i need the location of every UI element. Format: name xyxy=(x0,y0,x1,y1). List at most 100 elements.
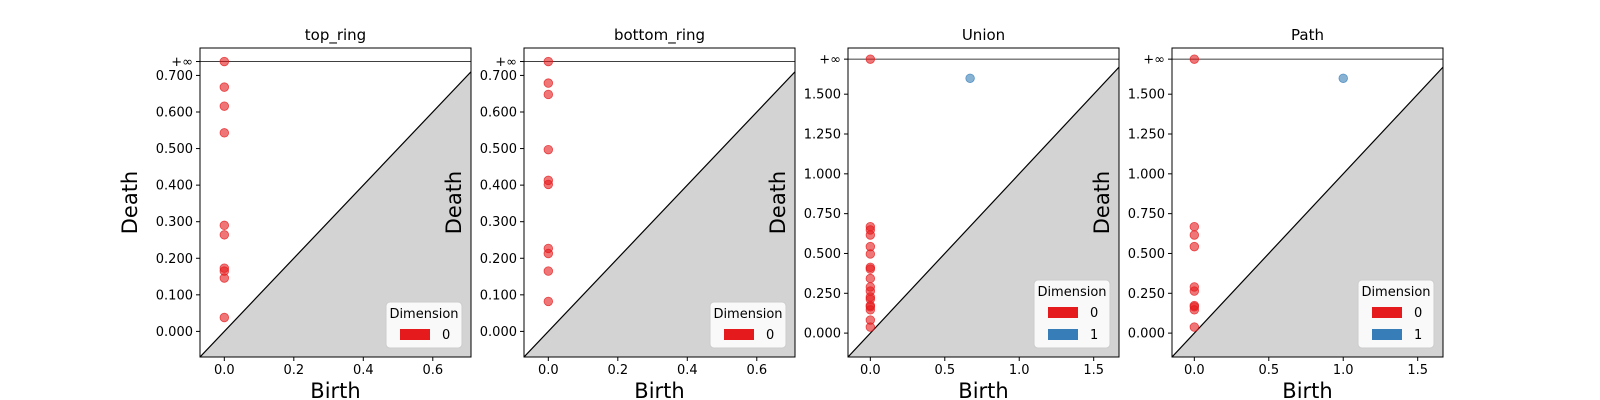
diagonal-line xyxy=(200,71,471,357)
x-tick-label: 1.0 xyxy=(1009,363,1030,378)
y-tick-label: 0.700 xyxy=(156,69,193,84)
x-tick-label: 0.2 xyxy=(283,363,304,378)
diagonal-line xyxy=(848,66,1119,357)
diagonal-line xyxy=(524,71,795,357)
x-axis-label: Birth xyxy=(1282,379,1332,400)
y-tick-label: 0.300 xyxy=(156,215,193,230)
legend-title: Dimension xyxy=(1361,285,1430,300)
inf-tick-label: +∞ xyxy=(171,55,193,70)
y-tick-label: 0.750 xyxy=(804,207,841,222)
y-tick-label: 0.300 xyxy=(480,215,517,230)
data-point xyxy=(1189,286,1200,296)
y-tick-label: 0.100 xyxy=(156,288,193,303)
y-tick-label: 0.000 xyxy=(1128,327,1165,342)
data-point xyxy=(219,312,230,323)
data-point xyxy=(543,266,554,276)
legend-swatch xyxy=(400,329,430,340)
y-tick-label: 1.000 xyxy=(804,167,841,182)
x-tick-label: 0.2 xyxy=(607,363,628,378)
inf-tick-label: +∞ xyxy=(1143,53,1165,68)
data-point xyxy=(543,296,554,307)
legend-title: Dimension xyxy=(713,307,782,322)
y-axis-label: Death xyxy=(442,171,466,235)
y-axis-label: Death xyxy=(766,171,790,235)
legend: Dimension 0 1 xyxy=(1357,279,1435,349)
data-point xyxy=(865,322,876,332)
legend-swatch xyxy=(724,329,754,340)
x-axis-label: Birth xyxy=(310,379,360,400)
data-point xyxy=(543,248,554,259)
y-tick-label: 0.100 xyxy=(480,288,517,303)
y-tick-label: 0.500 xyxy=(156,142,193,157)
y-tick-label: 0.200 xyxy=(480,252,517,267)
data-point xyxy=(865,264,876,274)
legend: Dimension 0 xyxy=(709,301,787,349)
y-tick-label: 1.250 xyxy=(1128,128,1165,143)
x-tick-label: 0.0 xyxy=(1184,363,1205,378)
y-tick-label: 0.400 xyxy=(156,179,193,194)
data-point xyxy=(543,78,554,88)
y-tick-label: 0.750 xyxy=(1128,207,1165,222)
data-point xyxy=(865,230,876,240)
y-tick-label: 0.600 xyxy=(156,105,193,120)
legend-label: 1 xyxy=(1414,328,1422,343)
y-tick-label: 1.500 xyxy=(1128,88,1165,103)
y-tick-label: 0.000 xyxy=(480,325,517,340)
chart-panel-Path: 0.0 0.5 1.0 1.5 0.000 0.250 0.500 0.750 1.000 1.2… xyxy=(1090,26,1444,400)
legend-label: 1 xyxy=(1090,328,1098,343)
data-point xyxy=(543,179,554,190)
data-point xyxy=(1189,222,1200,232)
inf-tick-label: +∞ xyxy=(495,55,517,70)
x-tick-label: 0.0 xyxy=(538,363,559,378)
y-tick-label: 0.200 xyxy=(156,252,193,267)
data-point xyxy=(219,273,230,283)
legend-swatch xyxy=(1372,307,1402,318)
legend-title: Dimension xyxy=(1037,285,1106,300)
data-point xyxy=(865,273,876,284)
chart-title: Path xyxy=(1291,26,1324,44)
data-point xyxy=(543,89,554,100)
data-point xyxy=(219,220,230,231)
data-point xyxy=(1189,241,1200,252)
y-tick-label: 0.600 xyxy=(480,105,517,120)
chart-title: bottom_ring xyxy=(614,26,705,45)
legend: Dimension 0 xyxy=(385,301,463,349)
x-tick-label: 1.0 xyxy=(1333,363,1354,378)
x-tick-label: 1.5 xyxy=(1083,363,1104,378)
legend-title: Dimension xyxy=(389,307,458,322)
legend: Dimension 0 1 xyxy=(1033,279,1111,349)
x-tick-label: 1.5 xyxy=(1407,363,1428,378)
x-tick-label: 0.0 xyxy=(860,363,881,378)
y-tick-label: 0.500 xyxy=(804,247,841,262)
x-tick-label: 0.5 xyxy=(934,363,955,378)
inf-tick-label: +∞ xyxy=(819,53,841,68)
x-tick-label: 0.5 xyxy=(1258,363,1279,378)
y-tick-label: 0.000 xyxy=(156,325,193,340)
data-point xyxy=(219,230,230,240)
y-tick-label: 0.000 xyxy=(804,327,841,342)
data-point xyxy=(543,144,554,155)
data-point xyxy=(1189,322,1200,332)
legend-label: 0 xyxy=(1414,306,1422,321)
y-tick-label: 0.700 xyxy=(480,69,517,84)
data-point xyxy=(865,249,876,259)
y-tick-label: 1.000 xyxy=(1128,167,1165,182)
y-tick-label: 1.500 xyxy=(804,88,841,103)
data-point xyxy=(219,56,230,67)
chart-panel-bottom-ring: 0.0 0.2 0.4 0.6 0.000 0.100 0.200 0.300 0.400 0.5… xyxy=(442,26,796,400)
y-tick-label: 0.250 xyxy=(804,287,841,302)
legend-label: 0 xyxy=(1090,306,1098,321)
chart-panel-top-ring: 0.0 0.2 0.4 0.6 0.000 0.100 0.200 0.300 0.400 0.5… xyxy=(118,26,472,400)
chart-panel-Union: 0.0 0.5 1.0 1.5 0.000 0.250 0.500 0.750 1.000 1.2… xyxy=(766,26,1120,400)
y-tick-label: 0.250 xyxy=(1128,287,1165,302)
legend-swatch xyxy=(1048,307,1078,318)
data-point xyxy=(219,101,230,111)
data-point xyxy=(1338,73,1348,83)
y-axis-label: Death xyxy=(118,171,142,235)
data-point xyxy=(1189,230,1200,240)
legend-swatch xyxy=(1048,329,1078,340)
data-point xyxy=(965,73,975,83)
data-point xyxy=(865,54,876,64)
data-point xyxy=(1189,54,1200,64)
